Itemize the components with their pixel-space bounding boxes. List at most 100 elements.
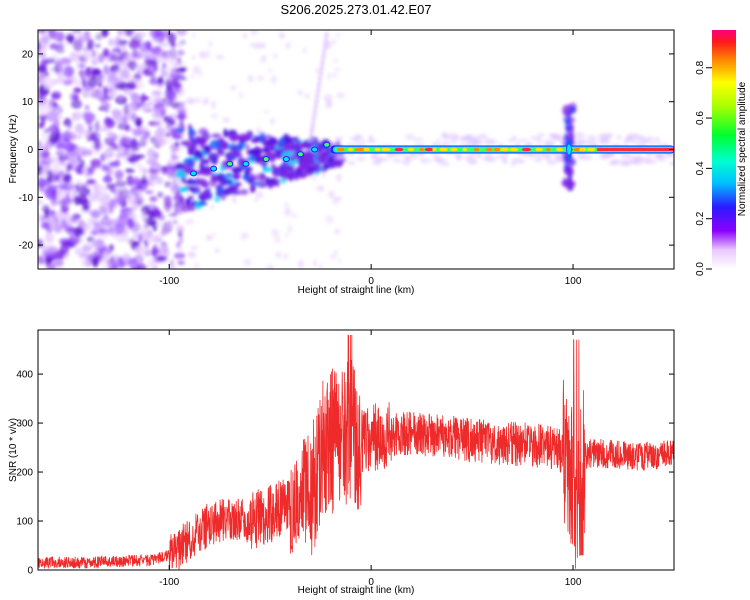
ridge-hotspot: [521, 147, 532, 152]
spectral-blob: [316, 87, 321, 94]
spectral-blob: [271, 228, 279, 237]
spectral-blob: [427, 158, 432, 163]
spectral-blob: [331, 38, 337, 45]
spectral-blob: [302, 142, 312, 150]
spectral-blob: [152, 138, 162, 145]
spectral-blob: [88, 124, 93, 132]
spectral-blob: [261, 55, 266, 60]
spectral-blob: [270, 75, 277, 84]
spec-xtick-label: 0: [368, 276, 374, 287]
spectral-blob: [44, 58, 56, 64]
spectral-blob: [131, 52, 144, 60]
spectral-blob: [333, 67, 342, 72]
spectral-blob: [273, 235, 282, 244]
spectral-blob: [536, 133, 545, 138]
snr-ylabel: SNR (10 * v/v): [8, 418, 19, 482]
spectral-blob: [336, 173, 342, 182]
spectral-blob: [235, 143, 244, 152]
spectral-blob: [563, 132, 570, 141]
spectral-blob: [318, 70, 323, 77]
spectral-blob: [168, 118, 176, 127]
spectral-blob: [146, 147, 156, 159]
spectral-blob: [275, 251, 282, 259]
spectral-blob: [48, 138, 59, 143]
spectral-blob: [154, 129, 166, 141]
spectral-blob: [111, 47, 122, 53]
spectral-blob: [63, 151, 70, 158]
spectral-blob: [73, 38, 84, 50]
spectral-blob: [282, 254, 289, 260]
spectral-blob: [119, 211, 129, 218]
spectral-blob: [94, 193, 107, 204]
spectral-blob: [116, 117, 128, 126]
spectral-blob: [262, 167, 274, 172]
spectral-blob: [336, 91, 345, 99]
spectrogram-ylabel: Frequency (Hz): [8, 115, 19, 184]
spectral-blob: [151, 49, 162, 54]
spectral-blob: [46, 110, 59, 123]
spectral-blob: [38, 213, 44, 224]
spectral-blob: [178, 77, 182, 85]
spectral-blob: [44, 232, 51, 245]
colorbar-gradient: [712, 30, 736, 269]
spectral-blob: [105, 118, 116, 129]
spectral-blob: [253, 42, 263, 50]
spectral-blob: [297, 259, 304, 269]
spectral-blob: [163, 246, 170, 259]
spectral-blob: [64, 142, 76, 152]
spectral-blob: [144, 190, 154, 195]
spectral-blob: [60, 162, 67, 168]
ridge-hotspot: [419, 147, 424, 152]
spectral-blob: [392, 158, 402, 163]
spectral-blob: [193, 149, 203, 159]
spectral-blob: [115, 222, 125, 235]
spectral-blob: [139, 105, 150, 113]
spectral-blob: [597, 133, 605, 139]
spectral-blob: [639, 157, 646, 162]
spectral-blob: [244, 170, 250, 176]
spectral-blob: [72, 195, 83, 206]
spectral-blob: [253, 198, 259, 203]
spectral-blob: [299, 160, 304, 170]
ridge-hotspot: [485, 147, 493, 152]
spectral-blob: [231, 195, 237, 204]
snr-ytick-label: 0: [27, 566, 33, 577]
transition-hotspot: [242, 160, 250, 167]
spectral-blob: [284, 207, 292, 216]
spectral-blob: [644, 138, 651, 143]
spectral-blob: [368, 134, 374, 139]
spectral-blob: [132, 73, 141, 80]
spectral-blob: [153, 118, 164, 128]
spectral-blob: [179, 101, 186, 108]
spectral-blob: [563, 163, 569, 171]
ridge-hotspot: [347, 147, 354, 152]
spectral-blob: [147, 237, 152, 245]
spectral-blob: [55, 143, 66, 150]
spectral-blob: [277, 144, 286, 149]
spectral-blob: [208, 40, 212, 48]
spectral-blob: [618, 159, 624, 166]
spectral-blob: [160, 229, 169, 236]
spectral-blob: [191, 55, 196, 60]
spectral-blob: [209, 204, 215, 211]
spectral-blob: [152, 90, 162, 96]
spectral-blob: [136, 263, 148, 269]
snr-xlabel: Height of straight line (km): [298, 585, 415, 596]
ridge-hotspot: [462, 147, 468, 152]
spectral-blob: [630, 140, 641, 145]
spectral-blob: [108, 38, 114, 47]
disturbance-center: [567, 144, 572, 155]
spectral-blob: [141, 210, 147, 221]
spectral-blob: [265, 181, 276, 188]
spectral-blob: [482, 157, 490, 162]
spectral-blob: [50, 91, 62, 99]
spectral-blob: [174, 163, 186, 169]
spectral-blob: [139, 166, 146, 174]
spectral-blob: [124, 83, 136, 89]
snr-axes: -100 0 100 0 100 200 300 400: [16, 330, 674, 588]
ridge-hotspot: [499, 147, 510, 152]
spectral-blob: [412, 137, 424, 142]
spectral-blob: [177, 260, 185, 265]
spectral-blob: [127, 217, 135, 229]
spectral-blob: [71, 159, 82, 167]
